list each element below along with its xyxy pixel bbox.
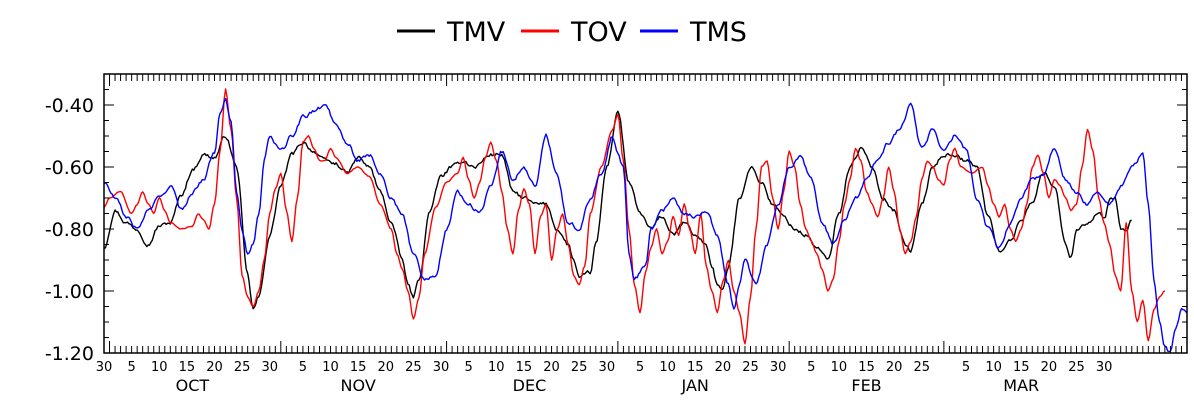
x-tick-label: 10 [831,360,848,375]
x-tick-label: 15 [516,360,533,375]
month-label: NOV [341,376,376,395]
series-line-tms [103,97,1188,353]
x-tick-label: 5 [636,360,644,375]
x-tick-label: 10 [151,360,168,375]
x-tick-label: 5 [127,360,135,375]
x-tick-label: 15 [1013,360,1030,375]
x-tick-label: 25 [742,360,759,375]
x-tick-label: 20 [1041,360,1058,375]
y-tick-label: -1.00 [45,281,94,303]
x-tick-label: 30 [433,360,450,375]
x-tick-label: 5 [465,360,473,375]
x-tick-label: 20 [715,360,732,375]
x-tick-label: 5 [807,360,815,375]
x-tick-label: 25 [1068,360,1085,375]
x-tick-label: 20 [886,360,903,375]
x-tick-label: 25 [234,360,251,375]
month-label: JAN [681,376,709,395]
series-line-tov [103,88,1166,345]
series-line-tmv [103,110,1132,310]
month-label: DEC [513,376,547,395]
x-tick-label: 15 [858,360,875,375]
month-label: OCT [176,376,210,395]
x-tick-label: 5 [299,360,307,375]
x-tick-label: 25 [405,360,422,375]
x-tick-label: 10 [985,360,1002,375]
x-tick-label: 25 [914,360,931,375]
month-label: FEB [851,376,881,395]
x-tick-label: 10 [659,360,676,375]
series-layer [103,88,1188,353]
y-tick-label: -0.60 [45,157,94,179]
legend-label-tms: TMS [689,17,747,48]
x-tick-label: 10 [322,360,339,375]
y-tick-label: -1.20 [45,343,94,365]
x-tick-label: 20 [378,360,395,375]
x-tick-label: 5 [962,360,970,375]
x-tick-label: 30 [1096,360,1113,375]
x-tick-label: 10 [488,360,505,375]
x-tick-label: 25 [571,360,588,375]
x-tick-label: 20 [543,360,560,375]
legend-label-tmv: TMV [446,17,506,48]
x-tick-label: 30 [96,360,113,375]
x-tick-label: 15 [350,360,367,375]
y-tick-label: -0.80 [45,219,94,241]
legend: TMV TOV TMS [397,17,747,48]
month-label: MAR [1003,376,1039,395]
x-tick-label: 15 [687,360,704,375]
x-tick-label: 30 [770,360,787,375]
y-tick-label: -0.40 [45,95,94,117]
x-tick-label: 15 [179,360,196,375]
legend-label-tov: TOV [570,17,627,48]
x-tick-label: 30 [599,360,616,375]
x-tick-label: 20 [206,360,223,375]
x-tick-label: 30 [261,360,278,375]
